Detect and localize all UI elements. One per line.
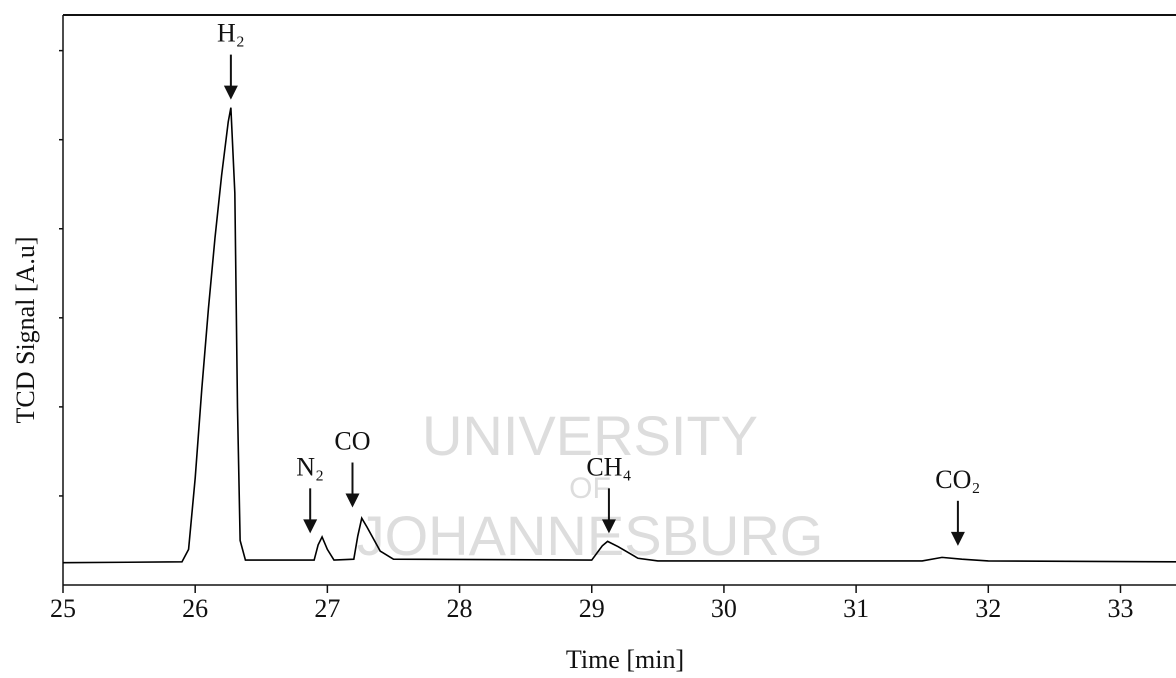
- watermark: OF: [569, 472, 611, 505]
- x-axis-label: Time [min]: [566, 645, 684, 674]
- annotation-label: CO₂: [935, 465, 980, 494]
- arrow-head: [345, 493, 360, 508]
- data-line: [62, 107, 1176, 564]
- x-tick-label: 32: [975, 594, 1001, 623]
- watermark: UNIVERSITY: [422, 404, 758, 467]
- x-tick-label: 25: [50, 594, 76, 623]
- x-tick-label: 28: [447, 594, 473, 623]
- arrow-head: [950, 531, 965, 546]
- arrow-head: [601, 519, 616, 534]
- watermark: JOHANNESBURG: [357, 504, 824, 567]
- x-tick-label: 27: [314, 594, 340, 623]
- x-tick-label: 33: [1107, 594, 1133, 623]
- x-tick-label: 30: [711, 594, 737, 623]
- x-tick-label: 26: [182, 594, 208, 623]
- arrow-head: [223, 85, 238, 100]
- annotation-label: N₂: [296, 452, 324, 481]
- annotation-label: CO: [334, 426, 370, 455]
- annotation-label: H₂: [217, 19, 245, 48]
- x-tick-label: 29: [579, 594, 605, 623]
- arrow-head: [303, 519, 318, 534]
- annotation-label: CH₄: [586, 452, 631, 481]
- x-tick-label: 31: [843, 594, 869, 623]
- y-axis-label: TCD Signal [A.u]: [11, 236, 40, 423]
